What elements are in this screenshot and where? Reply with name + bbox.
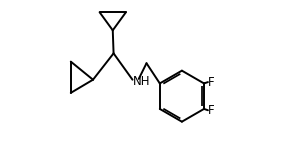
Text: F: F bbox=[208, 76, 215, 89]
Text: F: F bbox=[208, 104, 215, 117]
Text: NH: NH bbox=[133, 75, 151, 88]
